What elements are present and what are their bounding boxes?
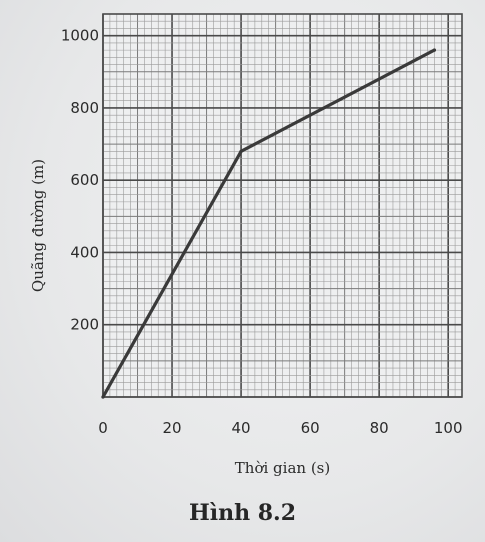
series-point	[432, 48, 436, 52]
x-tick-label: 20	[162, 419, 181, 437]
x-tick-label: 0	[98, 419, 108, 437]
x-tick-label: 80	[370, 419, 389, 437]
x-axis-ticks: 0 20 40 60 80 100	[98, 419, 462, 437]
chart-grid	[102, 13, 463, 398]
plot-border	[102, 13, 463, 398]
x-tick-label: 60	[301, 419, 320, 437]
x-tick-label: 40	[232, 419, 251, 437]
y-tick-label: 1000	[61, 27, 99, 45]
y-tick-label: 800	[70, 99, 99, 117]
y-tick-label: 200	[70, 316, 99, 334]
y-axis-ticks: 200 400 600 800 1000	[61, 27, 99, 334]
series-point	[239, 149, 243, 153]
x-axis-label: Thời gian (s)	[235, 459, 330, 477]
series-point	[101, 395, 105, 399]
y-tick-label: 600	[70, 171, 99, 189]
x-tick-label: 100	[434, 419, 463, 437]
chart-series	[101, 48, 436, 399]
y-tick-label: 400	[70, 243, 99, 261]
figure-caption: Hình 8.2	[188, 500, 297, 526]
y-axis-label: Quãng đường (m)	[29, 159, 47, 292]
